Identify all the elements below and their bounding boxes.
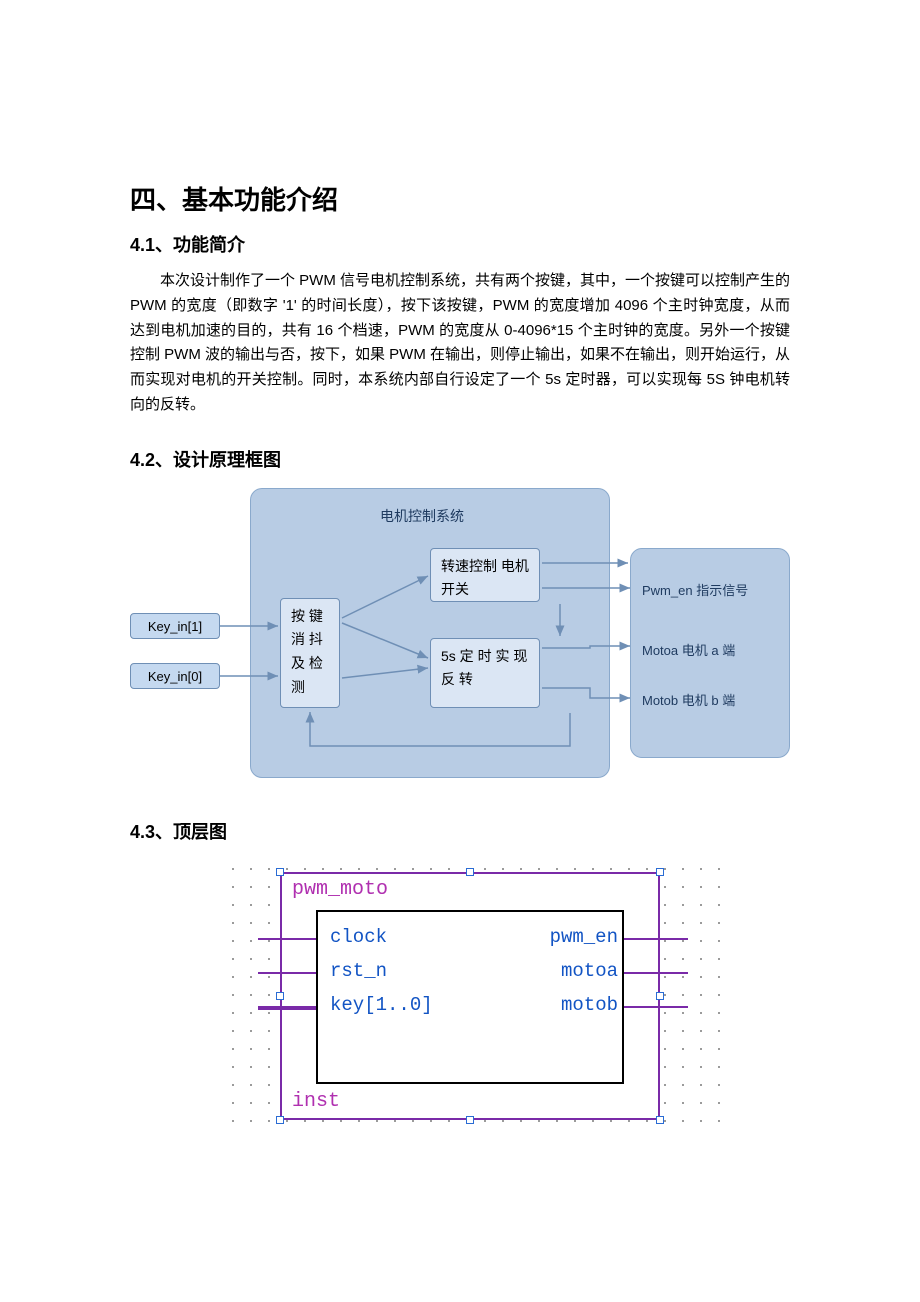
schematic-port-clock: clock xyxy=(330,926,387,948)
schematic-handle xyxy=(466,1116,474,1124)
heading-main: 四、基本功能介绍 xyxy=(130,180,790,217)
schematic-instance-name: inst xyxy=(292,1090,340,1113)
schematic-handle xyxy=(656,992,664,1000)
block-node-speed: 转速控制 电机开关 xyxy=(430,548,540,602)
schematic-wire-in xyxy=(258,938,316,940)
block-node-debounce: 按 键 消 抖 及 检 测 xyxy=(280,598,340,708)
schematic-port-rstn: rst_n xyxy=(330,960,387,982)
schematic-handle xyxy=(656,1116,664,1124)
schematic-handle xyxy=(276,868,284,876)
block-diagram: 电机控制系统 Key_in[1] Key_in[0] 按 键 消 抖 及 检 测… xyxy=(130,488,790,778)
block-output-motoa: Motoa 电机 a 端 xyxy=(642,640,735,659)
schematic-wire-in-bus xyxy=(258,1006,316,1010)
block-output-motob: Motob 电机 b 端 xyxy=(642,690,735,709)
schematic-wire-out xyxy=(624,1006,688,1008)
block-center-title: 电机控制系统 xyxy=(380,506,464,526)
schematic-port-motob: motob xyxy=(532,994,618,1016)
schematic-diagram: pwm_moto inst clock rst_n key[1..0] pwm_… xyxy=(220,856,720,1136)
schematic-module-name: pwm_moto xyxy=(292,878,388,901)
block-node-timer: 5s 定 时 实 现 反 转 xyxy=(430,638,540,708)
schematic-wire-out xyxy=(624,972,688,974)
schematic-port-key: key[1..0] xyxy=(330,994,433,1016)
schematic-wire-out xyxy=(624,938,688,940)
schematic-wire-in xyxy=(258,972,316,974)
block-input-key0: Key_in[0] xyxy=(130,663,220,689)
schematic-port-motoa: motoa xyxy=(532,960,618,982)
heading-4-2: 4.2、设计原理框图 xyxy=(130,446,790,472)
schematic-port-pwmen: pwm_en xyxy=(532,926,618,948)
block-input-key1: Key_in[1] xyxy=(130,613,220,639)
heading-4-3: 4.3、顶层图 xyxy=(130,818,790,844)
paragraph-4-1: 本次设计制作了一个 PWM 信号电机控制系统，共有两个按键，其中，一个按键可以控… xyxy=(130,269,790,418)
schematic-handle xyxy=(466,868,474,876)
block-output-pwmen: Pwm_en 指示信号 xyxy=(642,580,748,599)
heading-4-1: 4.1、功能简介 xyxy=(130,231,790,257)
schematic-handle xyxy=(276,1116,284,1124)
schematic-handle xyxy=(656,868,664,876)
schematic-handle xyxy=(276,992,284,1000)
